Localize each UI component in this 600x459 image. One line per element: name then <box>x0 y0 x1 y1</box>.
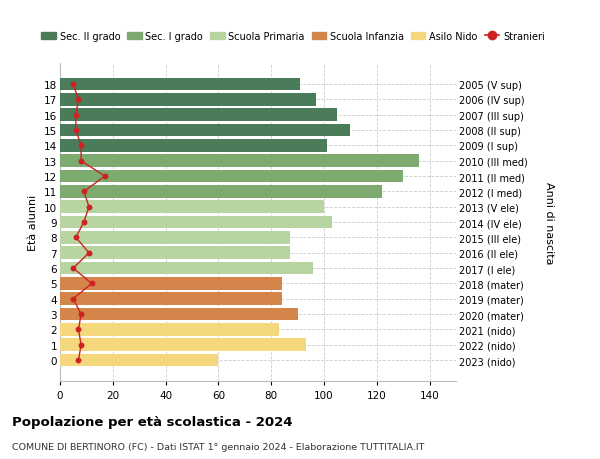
Point <box>84 204 94 211</box>
Y-axis label: Anni di nascita: Anni di nascita <box>544 181 554 264</box>
Bar <box>60 78 300 91</box>
Point <box>76 341 86 349</box>
Bar <box>60 155 419 168</box>
Point <box>68 296 78 303</box>
Point <box>100 173 110 180</box>
Point <box>76 158 86 165</box>
Point <box>74 326 83 333</box>
Y-axis label: Età alunni: Età alunni <box>28 195 38 251</box>
Bar <box>60 354 218 367</box>
Point <box>79 219 89 226</box>
Point <box>71 234 80 241</box>
Point <box>68 265 78 272</box>
Bar <box>60 170 403 183</box>
Point <box>71 127 80 134</box>
Bar <box>60 216 332 229</box>
Point <box>84 250 94 257</box>
Bar <box>60 247 290 259</box>
Bar <box>60 324 279 336</box>
Point <box>87 280 97 287</box>
Text: Popolazione per età scolastica - 2024: Popolazione per età scolastica - 2024 <box>12 415 293 428</box>
Bar <box>60 109 337 122</box>
Bar <box>60 140 326 152</box>
Bar <box>60 232 290 244</box>
Bar <box>60 262 313 275</box>
Bar <box>60 186 382 198</box>
Point <box>68 81 78 89</box>
Bar <box>60 339 305 351</box>
Point <box>79 188 89 196</box>
Bar <box>60 94 316 106</box>
Bar <box>60 293 282 305</box>
Bar <box>60 201 324 213</box>
Point <box>76 142 86 150</box>
Bar <box>60 278 282 290</box>
Bar <box>60 124 350 137</box>
Point <box>74 357 83 364</box>
Legend: Sec. II grado, Sec. I grado, Scuola Primaria, Scuola Infanzia, Asilo Nido, Stran: Sec. II grado, Sec. I grado, Scuola Prim… <box>37 28 548 46</box>
Point <box>71 112 80 119</box>
Point <box>74 96 83 104</box>
Bar <box>60 308 298 321</box>
Text: COMUNE DI BERTINORO (FC) - Dati ISTAT 1° gennaio 2024 - Elaborazione TUTTITALIA.: COMUNE DI BERTINORO (FC) - Dati ISTAT 1°… <box>12 442 424 451</box>
Point <box>76 311 86 318</box>
